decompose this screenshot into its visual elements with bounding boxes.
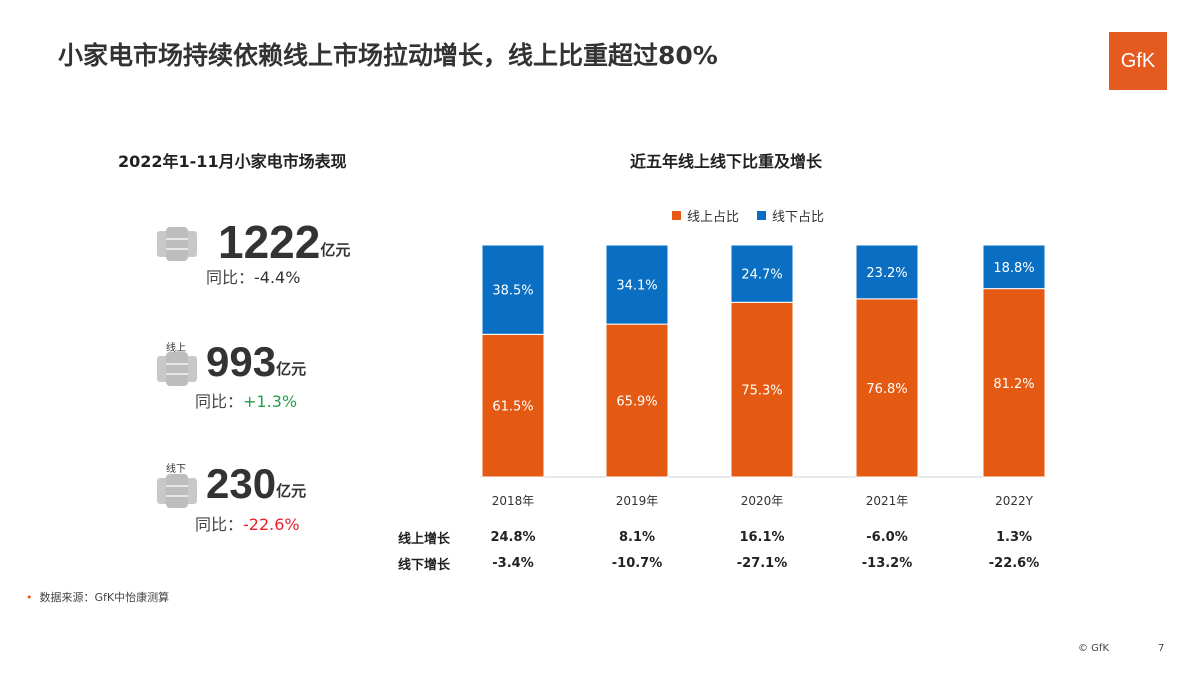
money-icon bbox=[157, 474, 197, 512]
yoy-label: 同比： bbox=[195, 515, 244, 534]
left-subtitle: 2022年1-11月小家电市场表现 bbox=[118, 152, 347, 171]
growth-cell: -3.4% bbox=[492, 555, 534, 571]
chart-title: 近五年线上线下比重及增长 bbox=[630, 152, 823, 171]
stacked-bar-chart: 61.5% 38.5% 2018年 65.9% 34.1% 2019年 75.3% 24.7%… bbox=[480, 244, 1046, 508]
online-value: 993 bbox=[206, 338, 277, 385]
bar-offline bbox=[605, 244, 669, 325]
bar-online bbox=[605, 323, 669, 478]
total-unit: 亿元 bbox=[320, 241, 351, 259]
yoy-label: 同比： bbox=[195, 392, 244, 411]
bar-online bbox=[982, 288, 1046, 478]
page-number: 7 bbox=[1158, 643, 1165, 654]
growth-row: 线下增长 -3.4% -10.7% -27.1% -13.2% -22.6% bbox=[398, 550, 1058, 576]
legend-label: 线上占比 bbox=[687, 210, 740, 225]
legend-swatch bbox=[757, 211, 767, 220]
data-label: 65.9% bbox=[616, 395, 657, 410]
growth-row: 线上增长 24.8% 8.1% 16.1% -6.0% 1.3% bbox=[398, 524, 1058, 550]
bar-offline bbox=[481, 244, 545, 335]
money-icon bbox=[157, 352, 197, 390]
data-label: 76.8% bbox=[866, 382, 907, 397]
growth-table: 线上增长 24.8% 8.1% 16.1% -6.0% 1.3% 线下增长 -3.4% -10.… bbox=[398, 524, 1058, 576]
total-market-value: 1222 亿元 bbox=[218, 218, 350, 266]
online-tag: 线上 bbox=[166, 343, 186, 354]
bar-online bbox=[855, 298, 919, 478]
yoy-value: +1.3% bbox=[243, 392, 298, 411]
offline-market-value: 230 亿元 bbox=[206, 462, 306, 506]
offline-yoy: 同比：-22.6% bbox=[195, 511, 300, 535]
data-label: 81.2% bbox=[993, 377, 1034, 392]
data-label: 38.5% bbox=[492, 284, 533, 299]
bar-online bbox=[481, 333, 545, 478]
yoy-value: -22.6% bbox=[243, 515, 300, 534]
bar-offline bbox=[982, 244, 1046, 290]
data-source: • 数据来源：GfK中怡康测算 bbox=[26, 589, 169, 605]
legend-online: 线上占比 bbox=[672, 206, 739, 225]
growth-cell: -27.1% bbox=[736, 555, 788, 571]
bar-offline bbox=[855, 244, 919, 300]
growth-cell: 1.3% bbox=[995, 529, 1033, 545]
online-market-value: 993 亿元 bbox=[206, 340, 306, 384]
source-text: 数据来源：GfK中怡康测算 bbox=[39, 591, 170, 604]
growth-cell: 8.1% bbox=[618, 529, 656, 545]
bullet-icon: • bbox=[26, 591, 33, 604]
offline-value: 230 bbox=[206, 460, 277, 507]
x-tick-label: 2022Y bbox=[995, 494, 1034, 508]
data-label: 18.8% bbox=[993, 261, 1034, 276]
gfk-logo: GfK bbox=[1109, 32, 1167, 90]
row-label: 线上增长 bbox=[398, 531, 451, 547]
data-label: 24.7% bbox=[741, 268, 782, 283]
yoy-label: 同比： bbox=[206, 268, 255, 287]
legend-swatch bbox=[672, 211, 681, 220]
growth-cell: -6.0% bbox=[866, 529, 908, 545]
x-tick-label: 2018年 bbox=[492, 494, 535, 508]
growth-cell: -13.2% bbox=[861, 555, 913, 571]
bar-offline bbox=[730, 244, 794, 303]
offline-tag: 线下 bbox=[166, 464, 186, 475]
growth-cell: -10.7% bbox=[611, 555, 663, 571]
total-value: 1222 bbox=[218, 216, 321, 268]
chart-legend: 线上占比 线下占比 bbox=[672, 206, 824, 225]
row-label: 线下增长 bbox=[398, 557, 451, 573]
yoy-value: -4.4% bbox=[254, 268, 301, 287]
online-unit: 亿元 bbox=[276, 360, 307, 378]
legend-label: 线下占比 bbox=[772, 210, 825, 225]
online-yoy: 同比：+1.3% bbox=[195, 388, 297, 412]
x-tick-label: 2020年 bbox=[741, 494, 784, 508]
data-label: 34.1% bbox=[616, 279, 657, 294]
data-label: 61.5% bbox=[492, 400, 533, 415]
growth-cell: 16.1% bbox=[739, 529, 785, 545]
x-tick-label: 2019年 bbox=[616, 494, 659, 508]
money-icon bbox=[157, 227, 197, 265]
legend-offline: 线下占比 bbox=[757, 206, 824, 225]
data-label: 75.3% bbox=[741, 384, 782, 399]
growth-cell: 24.8% bbox=[490, 529, 536, 545]
x-tick-label: 2021年 bbox=[866, 494, 909, 508]
growth-cell: -22.6% bbox=[988, 555, 1040, 571]
page-title: 小家电市场持续依赖线上市场拉动增长，线上比重超过80% bbox=[58, 41, 718, 70]
offline-unit: 亿元 bbox=[276, 482, 307, 500]
total-yoy: 同比：-4.4% bbox=[206, 264, 300, 288]
data-label: 23.2% bbox=[866, 266, 907, 281]
copyright: © GfK bbox=[1078, 643, 1110, 654]
